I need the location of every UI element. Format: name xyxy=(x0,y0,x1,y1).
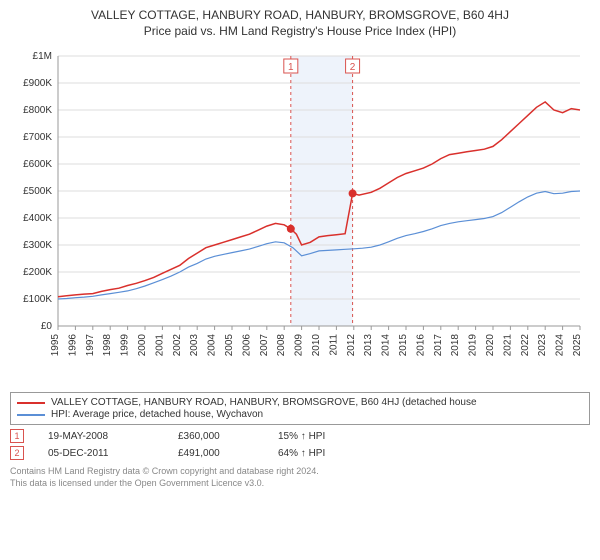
svg-text:2020: 2020 xyxy=(485,334,496,357)
svg-text:2016: 2016 xyxy=(415,334,426,357)
svg-text:2019: 2019 xyxy=(468,334,479,357)
svg-text:1: 1 xyxy=(288,62,294,73)
svg-text:2018: 2018 xyxy=(450,334,461,357)
svg-text:2017: 2017 xyxy=(433,334,444,357)
chart-svg: £0 £100K £200K £300K £400K £500K £600K £700K £80… xyxy=(10,46,590,386)
transaction-date: 05-DEC-2011 xyxy=(48,448,178,459)
svg-text:1996: 1996 xyxy=(67,334,78,357)
transaction-date: 19-MAY-2008 xyxy=(48,431,178,442)
svg-text:1995: 1995 xyxy=(50,334,61,357)
svg-text:1998: 1998 xyxy=(102,334,113,357)
svg-text:2014: 2014 xyxy=(381,334,392,357)
svg-text:2015: 2015 xyxy=(398,334,409,357)
svg-text:2007: 2007 xyxy=(259,334,270,357)
chart: £0 £100K £200K £300K £400K £500K £600K £700K £80… xyxy=(10,46,590,386)
transaction-hpi: 64% ↑ HPI xyxy=(278,448,378,459)
legend-label: VALLEY COTTAGE, HANBURY ROAD, HANBURY, B… xyxy=(51,397,477,408)
svg-text:£0: £0 xyxy=(41,321,53,332)
svg-text:2013: 2013 xyxy=(363,334,374,357)
svg-text:2010: 2010 xyxy=(311,334,322,357)
svg-text:2001: 2001 xyxy=(154,334,165,357)
svg-text:2: 2 xyxy=(350,62,356,73)
svg-text:2003: 2003 xyxy=(189,334,200,357)
footer: Contains HM Land Registry data © Crown c… xyxy=(10,466,590,489)
footer-line-2: This data is licensed under the Open Gov… xyxy=(10,478,590,490)
svg-text:2022: 2022 xyxy=(520,334,531,357)
svg-text:£100K: £100K xyxy=(23,294,52,305)
transaction-row: 1 19-MAY-2008£360,00015% ↑ HPI xyxy=(10,429,590,443)
svg-text:2012: 2012 xyxy=(346,334,357,357)
svg-text:2008: 2008 xyxy=(276,334,287,357)
svg-text:2002: 2002 xyxy=(172,334,183,357)
svg-text:£600K: £600K xyxy=(23,159,52,170)
svg-text:2011: 2011 xyxy=(328,334,339,356)
transaction-price: £360,000 xyxy=(178,431,278,442)
svg-text:2024: 2024 xyxy=(555,334,566,357)
svg-text:1997: 1997 xyxy=(85,334,96,357)
svg-text:£1M: £1M xyxy=(33,51,52,62)
svg-text:2021: 2021 xyxy=(502,334,513,357)
svg-text:2005: 2005 xyxy=(224,334,235,357)
svg-text:£200K: £200K xyxy=(23,267,52,278)
transaction-table: 1 19-MAY-2008£360,00015% ↑ HPI 2 05-DEC-201… xyxy=(10,429,590,460)
svg-text:£300K: £300K xyxy=(23,240,52,251)
footer-line-1: Contains HM Land Registry data © Crown c… xyxy=(10,466,590,478)
svg-text:£700K: £700K xyxy=(23,132,52,143)
legend-label: HPI: Average price, detached house, Wych… xyxy=(51,409,263,420)
transaction-row: 2 05-DEC-2011£491,00064% ↑ HPI xyxy=(10,446,590,460)
chart-subtitle: Price paid vs. HM Land Registry's House … xyxy=(10,24,590,38)
chart-title: VALLEY COTTAGE, HANBURY ROAD, HANBURY, B… xyxy=(10,8,590,22)
svg-text:2000: 2000 xyxy=(137,334,148,357)
legend-swatch xyxy=(17,414,45,416)
svg-text:£900K: £900K xyxy=(23,78,52,89)
transaction-price: £491,000 xyxy=(178,448,278,459)
svg-text:2004: 2004 xyxy=(207,334,218,357)
svg-text:£400K: £400K xyxy=(23,213,52,224)
transaction-marker: 1 xyxy=(10,429,24,443)
svg-text:2006: 2006 xyxy=(241,334,252,357)
svg-text:2009: 2009 xyxy=(294,334,305,357)
transaction-hpi: 15% ↑ HPI xyxy=(278,431,378,442)
legend-row: HPI: Average price, detached house, Wych… xyxy=(17,409,583,420)
svg-text:1999: 1999 xyxy=(120,334,131,357)
svg-text:2023: 2023 xyxy=(537,334,548,357)
container: VALLEY COTTAGE, HANBURY ROAD, HANBURY, B… xyxy=(0,0,600,495)
transaction-marker: 2 xyxy=(10,446,24,460)
svg-text:£500K: £500K xyxy=(23,186,52,197)
legend: VALLEY COTTAGE, HANBURY ROAD, HANBURY, B… xyxy=(10,392,590,425)
legend-swatch xyxy=(17,402,45,404)
legend-row: VALLEY COTTAGE, HANBURY ROAD, HANBURY, B… xyxy=(17,397,583,408)
svg-text:£800K: £800K xyxy=(23,105,52,116)
svg-text:2025: 2025 xyxy=(572,334,583,357)
